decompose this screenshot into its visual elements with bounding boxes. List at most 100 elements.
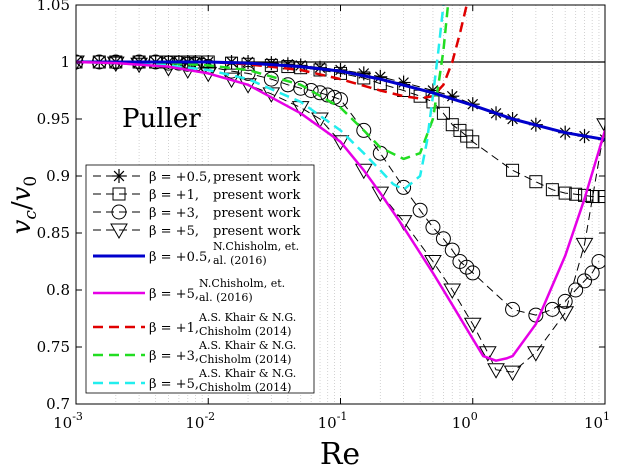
y-tick-label: 0.7	[46, 395, 70, 413]
data-point-circle	[326, 89, 342, 105]
data-point-triangle	[463, 317, 482, 334]
data-point-circle	[591, 254, 605, 269]
y-tick-label: 0.95	[37, 110, 70, 128]
legend-label-desc-2: Chisholm (2014)	[199, 353, 291, 366]
legend-label-desc-1: N.Chisholm, et.	[199, 277, 285, 290]
data-point-triangle	[331, 135, 350, 151]
legend-label-beta: β = +0.5,	[149, 170, 211, 185]
legend-label-desc-1: A.S. Khair & N.G.	[198, 311, 296, 324]
y-axis-label-sub-c: c	[21, 210, 41, 220]
data-point-square	[598, 190, 605, 204]
data-point-circle	[293, 80, 309, 96]
data-point-circle	[568, 282, 584, 298]
legend-label-beta: β = +5,	[149, 287, 199, 302]
series-line-khair-b3	[76, 5, 450, 161]
axis-ticks: 10-3 10-2 10-1 100 101 0.7 0.75 0.8 0.85 0.9 0.95 1…	[37, 0, 610, 432]
legend-label-desc: present work	[213, 224, 300, 239]
data-point-circle	[465, 265, 481, 281]
legend-item-chisholm-b5: β = +5,N.Chisholm, et.al. (2016)	[93, 277, 285, 304]
y-tick-label: 1	[60, 53, 70, 71]
legend-item-khair-b1: β = +1,A.S. Khair & N.G.Chisholm (2014)	[93, 311, 296, 338]
legend: β = +0.5, present work β = +1, present wo…	[85, 164, 315, 394]
y-tick-label: 0.75	[37, 338, 70, 356]
legend-box	[85, 164, 315, 394]
star-stroke	[427, 85, 439, 96]
legend-item-chisholm-b05: β = +0.5,N.Chisholm, et.al. (2016)	[93, 240, 299, 267]
data-point-triangle	[110, 223, 128, 240]
data-point-square	[436, 106, 450, 120]
y-axis-label: vc/v0	[7, 176, 41, 235]
legend-item-present-b5: β = +5, present work	[93, 223, 300, 240]
series-group	[76, 5, 605, 382]
data-point-triangle	[424, 255, 442, 271]
legend-item-khair-b3: β = +3,A.S. Khair & N.G.Chisholm (2014)	[93, 339, 296, 366]
x-tick-label: 10-1	[318, 410, 348, 432]
data-point-triangle	[575, 237, 594, 254]
data-point-circle	[303, 83, 319, 98]
data-point-triangle	[443, 283, 462, 300]
data-point-triangle	[478, 346, 497, 362]
data-point-circle	[111, 204, 127, 220]
y-tick-label: 0.9	[46, 167, 70, 185]
data-point-square	[466, 135, 480, 149]
legend-label-beta: β = +1,	[149, 321, 199, 336]
legend-label-desc-2: al. (2016)	[199, 291, 253, 304]
star-stroke	[76, 56, 82, 63]
legend-item-khair-b5: β = +5,A.S. Khair & N.G.Chisholm (2014)	[93, 367, 296, 394]
legend-label-desc: present work	[213, 188, 300, 203]
series-line-chisholm-b5	[76, 60, 605, 362]
data-point-circle	[577, 273, 593, 289]
legend-label-desc: present work	[213, 170, 300, 185]
data-point-circle	[435, 231, 451, 247]
data-point-triangle	[487, 363, 505, 379]
series-khair-b3	[76, 5, 450, 161]
data-point-triangle	[354, 163, 373, 180]
series-line-chisholm-b05	[76, 60, 605, 141]
series-chisholm-b05	[76, 60, 605, 141]
data-point-circle	[240, 65, 256, 81]
data-point-circle	[412, 202, 428, 218]
y-tick-label: 0.85	[37, 224, 70, 242]
legend-label-desc-1: A.S. Khair & N.G.	[198, 339, 296, 352]
legend-label-desc-2: Chisholm (2014)	[199, 325, 291, 338]
data-point-circle	[505, 301, 521, 317]
y-tick-label: 1.05	[37, 0, 70, 14]
data-point-triangle	[526, 346, 545, 362]
y-tick-label: 0.8	[46, 281, 70, 299]
data-point-circle	[425, 219, 441, 235]
data-point-square	[545, 183, 559, 197]
x-tick-label: 10-3	[53, 410, 83, 432]
y-axis-label-v: v	[7, 219, 37, 234]
series-line-present-b5	[76, 61, 605, 373]
legend-label-desc-2: Chisholm (2014)	[199, 381, 291, 394]
x-axis-label: Re	[320, 437, 360, 470]
star-stroke	[374, 71, 386, 83]
legend-label-beta: β = +5,	[149, 224, 199, 239]
legend-label-desc-1: N.Chisholm, et.	[213, 240, 299, 253]
x-tick-label: 101	[584, 410, 610, 432]
series-chisholm-b5	[76, 60, 605, 362]
y-axis-label-slash: /	[7, 201, 37, 210]
x-tick-label: 100	[452, 410, 478, 432]
data-point-triangle	[371, 186, 390, 203]
legend-item-present-b3: β = +3, present work	[93, 204, 300, 221]
data-point-square	[569, 187, 583, 201]
data-point-circle	[396, 179, 412, 195]
data-point-circle	[263, 71, 279, 87]
series-line-present-b1	[76, 61, 605, 197]
legend-label-desc-2: al. (2016)	[213, 254, 267, 267]
puller-annotation: Puller	[122, 104, 201, 134]
legend-label-desc: present work	[213, 206, 300, 221]
legend-label-beta: β = +5,	[149, 377, 199, 392]
legend-label-desc-1: A.S. Khair & N.G.	[198, 367, 296, 380]
series-khair-b5	[76, 5, 445, 191]
legend-label-beta: β = +0.5,	[149, 250, 211, 265]
data-point-circle	[444, 242, 460, 258]
data-point-circle	[557, 293, 573, 309]
series-line-khair-b5	[76, 5, 445, 191]
data-point-circle	[459, 259, 475, 275]
data-point-circle	[356, 122, 372, 138]
data-point-circle	[544, 301, 560, 317]
data-point-square	[558, 186, 572, 200]
